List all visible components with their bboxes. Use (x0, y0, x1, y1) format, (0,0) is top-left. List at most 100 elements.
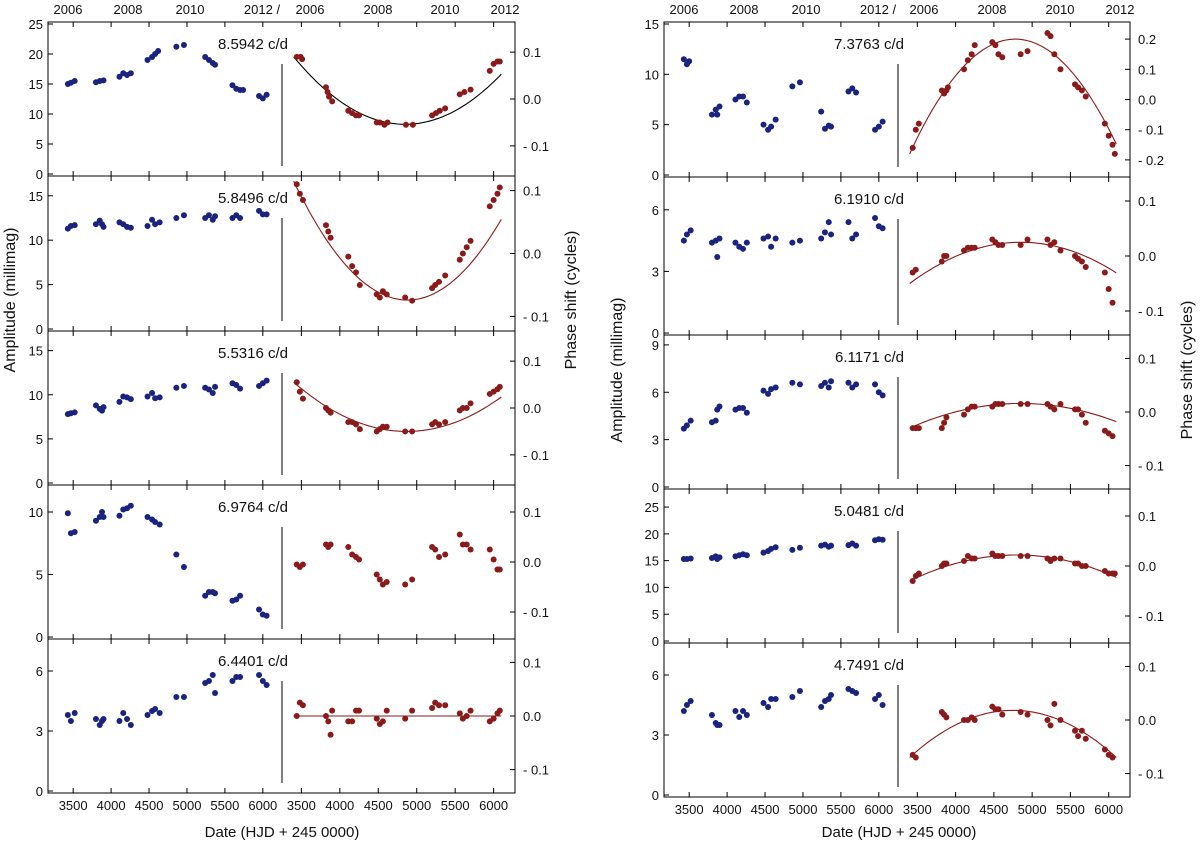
amp-tick-label: 3 (36, 724, 43, 739)
phase-point (429, 704, 436, 711)
phase-point (992, 42, 999, 49)
amplitude-point (772, 544, 779, 551)
phase-point (1051, 51, 1058, 58)
amp-tick-label: 5 (36, 432, 43, 447)
amplitude-point (180, 382, 187, 389)
amplitude-point (796, 79, 803, 86)
panel-title: 6.9764 c/d (218, 499, 288, 516)
phase-point (938, 425, 945, 432)
amp-tick-label: 10 (29, 107, 43, 122)
amplitude-point (144, 514, 151, 520)
amplitude-point (212, 213, 219, 220)
amplitude-point (716, 235, 723, 242)
amplitude-point (743, 552, 750, 559)
date-tick-label: 4500 (979, 802, 1008, 817)
amp-tick-label: 0 (652, 480, 659, 495)
amplitude-point (760, 387, 767, 394)
panel-4: 0 5 10 - 0.1 0.0 0.1 6.9764 c/d (29, 484, 549, 645)
phase-point (324, 88, 331, 95)
phase-point (1047, 33, 1054, 40)
amplitude-point (765, 233, 772, 240)
panel-title: 4.7491 c/d (834, 657, 904, 674)
amplitude-point (212, 61, 219, 68)
date-tick-label: 4000 (97, 798, 126, 813)
phase-point (456, 710, 463, 717)
amplitude-point (212, 383, 219, 390)
phase-point (436, 278, 443, 285)
amplitude-point (716, 103, 723, 110)
amplitude-point (680, 708, 687, 714)
amplitude-point (127, 722, 134, 728)
phase-point (402, 715, 409, 722)
amplitude-point (680, 56, 687, 63)
amplitude-point (828, 123, 835, 130)
phase-point (409, 297, 416, 304)
date-tick-label: 5500 (210, 798, 239, 813)
phase-point (1024, 48, 1031, 55)
phase-point (463, 405, 470, 411)
phase-point (463, 713, 470, 719)
amplitude-point (879, 702, 886, 708)
phase-point (327, 731, 334, 738)
amplitude-point (683, 422, 690, 429)
left-x-axis-label: Date (HJD + 245 0000) (205, 824, 360, 841)
phase-tick-label: 0.1 (1138, 509, 1156, 524)
phase-point (1082, 563, 1089, 569)
amplitude-point (716, 722, 723, 728)
phase-point (999, 711, 1006, 718)
phase-point (1044, 236, 1051, 243)
amplitude-point (67, 718, 74, 724)
amplitude-point (120, 710, 127, 716)
phase-point (1072, 727, 1079, 734)
phase-point (961, 558, 968, 564)
amp-tick-label: 0 (36, 630, 43, 645)
amplitude-point (821, 229, 828, 236)
phase-point (467, 707, 474, 714)
amplitude-point (872, 381, 879, 388)
phase-point (1109, 754, 1116, 761)
amplitude-point (712, 417, 719, 424)
year-tick-label: 2008 (114, 2, 143, 17)
phase-point (968, 51, 975, 58)
phase-point (1101, 746, 1108, 753)
amplitude-point (789, 694, 796, 700)
phase-point (964, 57, 971, 64)
amplitude-point (237, 592, 244, 599)
amplitude-point (212, 690, 219, 696)
phase-point (1057, 717, 1064, 723)
amp-tick-label: 0 (652, 326, 659, 341)
phase-tick-label: 0.0 (523, 709, 541, 724)
amplitude-point (849, 85, 856, 92)
phase-point (296, 190, 303, 197)
phase-tick-label: - 0.1 (1138, 304, 1164, 319)
fit-curve (909, 402, 1117, 429)
amplitude-point (765, 704, 772, 710)
phase-point (352, 269, 359, 276)
phase-point (326, 93, 333, 100)
phase-tick-label: - 0.1 (523, 309, 549, 324)
phase-point (1111, 570, 1118, 577)
phase-point (1017, 708, 1024, 715)
amplitude-point (845, 219, 852, 226)
amplitude-point (743, 99, 750, 106)
phase-point (467, 237, 474, 244)
amplitude-point (100, 223, 107, 230)
amplitude-point (683, 702, 690, 708)
phase-point (299, 197, 306, 204)
amp-tick-label: 3 (652, 433, 659, 448)
amplitude-point (180, 564, 187, 570)
phase-point (1101, 269, 1108, 276)
phase-tick-label: 0.0 (523, 555, 541, 570)
phase-tick-label: 0.0 (1138, 93, 1156, 108)
amp-tick-label: 20 (645, 527, 659, 542)
phase-point (943, 414, 950, 421)
amplitude-point (768, 243, 775, 250)
date-tick-label: 6000 (479, 798, 508, 813)
amplitude-point (155, 48, 162, 54)
phase-point (1051, 555, 1058, 562)
phase-point (293, 713, 300, 719)
amplitude-point (789, 379, 796, 386)
year-tick-label: 2006 (54, 2, 83, 17)
phase-point (1078, 727, 1085, 734)
phase-point (402, 581, 409, 588)
